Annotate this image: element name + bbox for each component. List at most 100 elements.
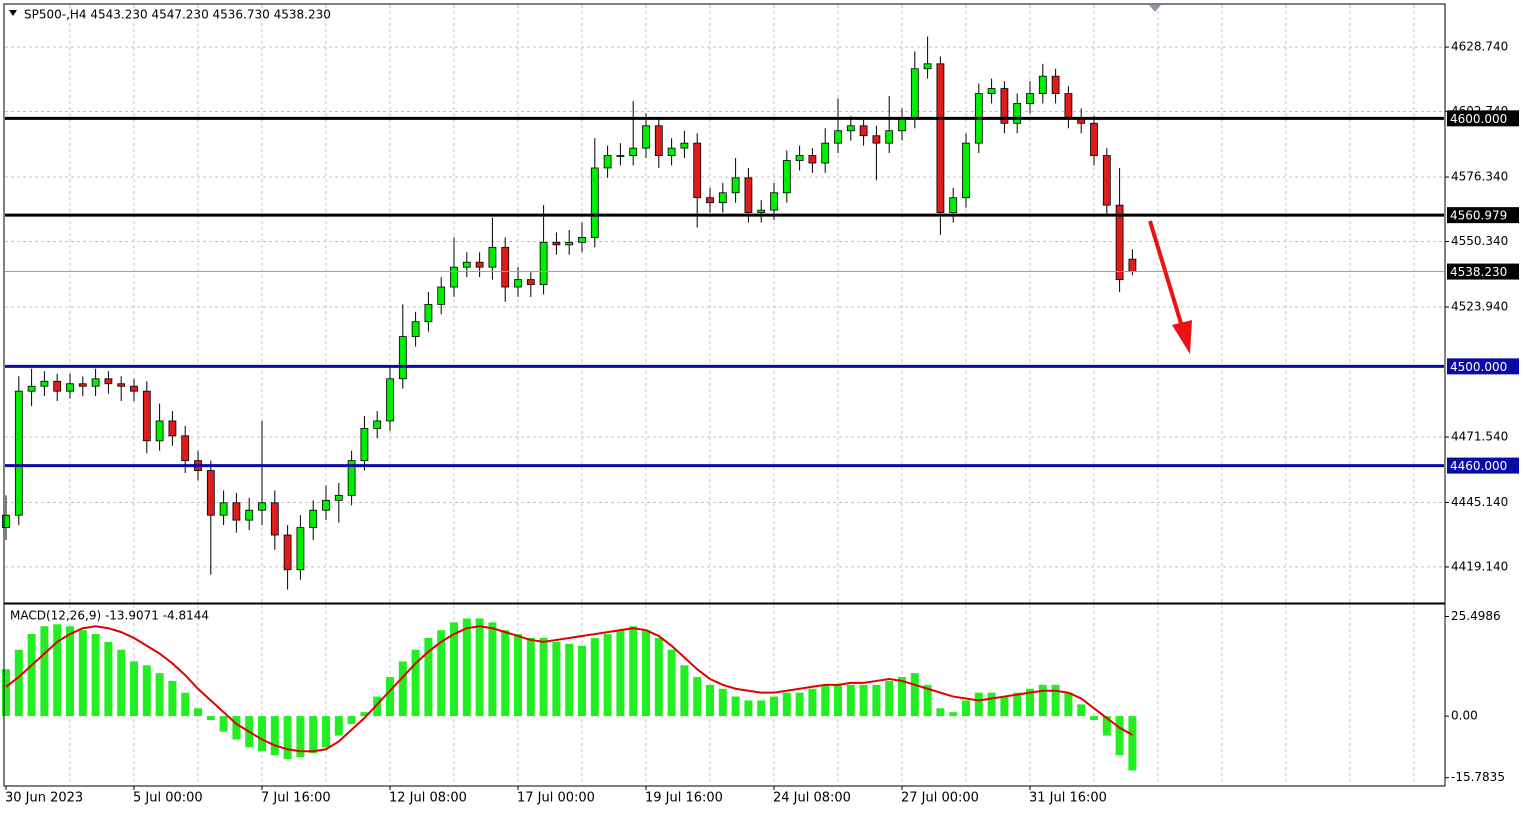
macd-bar bbox=[232, 716, 241, 740]
macd-bar bbox=[898, 677, 906, 717]
macd-bar bbox=[117, 649, 126, 717]
candle-body bbox=[872, 135, 881, 144]
candle-body bbox=[104, 378, 113, 385]
candle-body bbox=[552, 241, 561, 246]
menu-triangle bbox=[9, 10, 17, 16]
macd-bar bbox=[181, 692, 190, 717]
candle-body bbox=[1102, 155, 1111, 206]
macd-bar bbox=[1115, 716, 1124, 756]
macd-bar bbox=[795, 692, 804, 717]
candle-body bbox=[1115, 204, 1124, 280]
macd-bar bbox=[782, 692, 791, 717]
candle-body bbox=[360, 427, 369, 462]
candle-body bbox=[1038, 75, 1047, 94]
macd-bar bbox=[40, 626, 49, 717]
macd-bar bbox=[834, 684, 842, 717]
macd-bar bbox=[373, 696, 382, 717]
candle-body bbox=[142, 390, 151, 442]
candle-body bbox=[386, 378, 394, 422]
x-tick-label: 31 Jul 16:00 bbox=[1029, 791, 1107, 806]
macd-bar bbox=[539, 637, 548, 717]
candle-body bbox=[91, 378, 100, 387]
macd-bar bbox=[1077, 704, 1086, 717]
macd-bar bbox=[616, 630, 625, 717]
candle-body bbox=[53, 380, 62, 392]
candle-body bbox=[475, 261, 484, 268]
candle-body bbox=[78, 383, 87, 387]
candle-body bbox=[757, 209, 766, 214]
candle-body bbox=[936, 63, 945, 214]
macd-bar bbox=[757, 700, 766, 717]
y-tick-label: 25.4986 bbox=[1451, 609, 1501, 623]
candle-body bbox=[398, 336, 407, 380]
macd-bar bbox=[1051, 684, 1060, 717]
level-box bbox=[1447, 358, 1519, 375]
macd-bar bbox=[258, 716, 266, 752]
macd-bar bbox=[206, 716, 215, 720]
macd-bar bbox=[66, 626, 74, 717]
macd-bar bbox=[2, 669, 10, 717]
shift-marker bbox=[1149, 5, 1161, 12]
macd-title: MACD(12,26,9) -13.9071 -4.8144 bbox=[10, 609, 209, 623]
macd-bar bbox=[1000, 696, 1009, 717]
candle-body bbox=[706, 197, 714, 204]
candle-body bbox=[808, 155, 817, 164]
macd-bar bbox=[962, 700, 970, 717]
candle-body bbox=[117, 383, 126, 387]
macd-bar bbox=[53, 624, 62, 717]
level-label: 4460.000 bbox=[1450, 459, 1507, 473]
macd-bar bbox=[501, 630, 510, 717]
macd-bar bbox=[987, 692, 996, 717]
macd-bar bbox=[565, 643, 574, 717]
y-tick-label: 4523.940 bbox=[1451, 300, 1508, 314]
macd-bar bbox=[667, 649, 676, 717]
macd-bar bbox=[1090, 716, 1098, 720]
candle-body bbox=[846, 125, 855, 132]
candle-body bbox=[258, 502, 266, 511]
candle-body bbox=[1013, 103, 1022, 124]
candle-body bbox=[744, 177, 753, 214]
candle-body bbox=[1128, 258, 1137, 272]
level-label: 4560.979 bbox=[1450, 209, 1507, 223]
macd-bar bbox=[949, 712, 958, 717]
macd-frame bbox=[3, 603, 1446, 787]
candle-body bbox=[731, 177, 740, 194]
macd-bar bbox=[360, 712, 369, 717]
price-box bbox=[1447, 263, 1519, 280]
candle-body bbox=[411, 321, 420, 338]
y-tick-label: 4419.140 bbox=[1451, 559, 1508, 573]
macd-bar bbox=[1013, 692, 1022, 717]
macd-bar bbox=[770, 696, 778, 717]
macd-bar bbox=[130, 661, 138, 717]
candle-body bbox=[232, 502, 241, 521]
candle-body bbox=[616, 155, 625, 157]
macd-bar bbox=[603, 634, 612, 717]
candle-body bbox=[181, 435, 190, 462]
macd-bar bbox=[693, 677, 702, 717]
candle-body bbox=[437, 286, 446, 305]
macd-bar bbox=[1038, 684, 1047, 717]
macd-bar bbox=[78, 630, 87, 717]
macd-bar bbox=[936, 708, 945, 717]
candle-body bbox=[949, 197, 958, 214]
arrow bbox=[1148, 220, 1192, 354]
candle-body bbox=[27, 385, 36, 392]
macd-bar bbox=[386, 677, 394, 717]
candle-body bbox=[782, 160, 791, 194]
candle-body bbox=[462, 261, 471, 268]
macd-bar bbox=[424, 637, 433, 717]
y-tick-label: 4445.140 bbox=[1451, 495, 1508, 509]
candle-body bbox=[155, 420, 164, 442]
macd-bar bbox=[808, 688, 817, 717]
macd-bar bbox=[718, 688, 727, 717]
macd-bar bbox=[437, 630, 446, 717]
y-tick-label: 4628.740 bbox=[1451, 40, 1508, 54]
macd-bar bbox=[322, 716, 330, 748]
candle-body bbox=[245, 509, 254, 521]
candle-body bbox=[334, 494, 343, 501]
candle-body bbox=[130, 385, 138, 392]
price-frame bbox=[3, 3, 1446, 604]
macd-bar bbox=[514, 634, 522, 717]
